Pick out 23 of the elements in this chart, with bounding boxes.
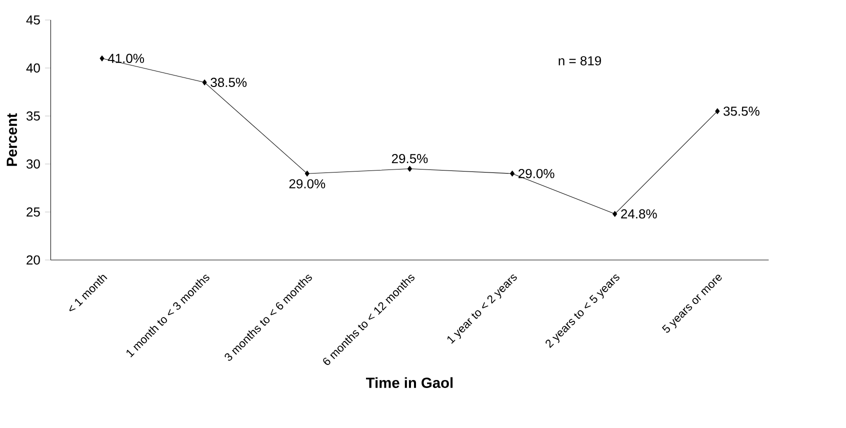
y-tick-label: 35	[26, 111, 40, 121]
point	[612, 210, 618, 217]
data-label: 35.5%	[724, 106, 760, 116]
y-axis-title: Percent	[6, 113, 18, 166]
y-tick-label: 20	[26, 255, 40, 265]
y-tick-label: 25	[26, 207, 40, 217]
data-label: 38.5%	[210, 78, 247, 87]
point	[407, 166, 412, 172]
point	[510, 170, 515, 177]
x-axis-title: Time in Gaol	[366, 377, 453, 388]
point	[202, 79, 207, 86]
annotation: n = 819	[558, 56, 601, 66]
data-label: 24.8%	[621, 209, 657, 219]
y-tick-label: 45	[26, 15, 40, 25]
data-label: 29.5%	[392, 154, 428, 164]
y-tick-label: 40	[26, 63, 40, 73]
point	[304, 170, 310, 177]
data-label: 29.0%	[518, 168, 554, 178]
point	[100, 55, 104, 62]
y-tick-label: 30	[26, 159, 40, 169]
data-label: 29.0%	[289, 179, 326, 188]
data-label: 41.0%	[108, 54, 144, 63]
point	[715, 108, 720, 114]
